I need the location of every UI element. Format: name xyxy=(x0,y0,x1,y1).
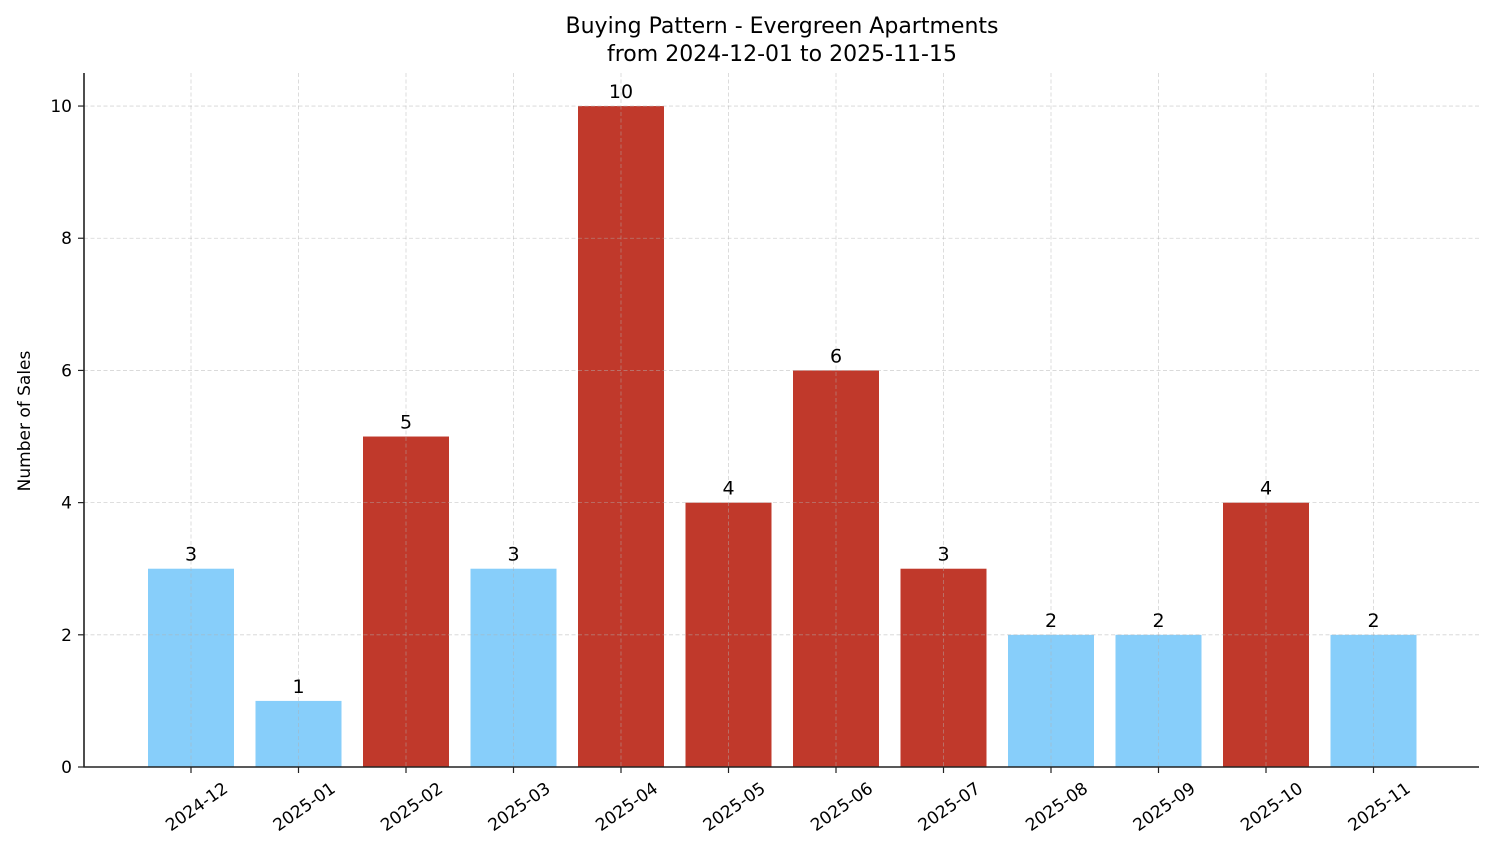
value-label: 4 xyxy=(722,478,734,500)
value-label: 3 xyxy=(507,544,519,566)
y-tick-label: 6 xyxy=(61,361,72,381)
x-tick-label: 2025-10 xyxy=(1237,779,1307,836)
y-axis-label: Number of Sales xyxy=(15,350,35,491)
x-tick-label: 2025-01 xyxy=(270,779,340,836)
x-tick-label: 2024-12 xyxy=(162,779,232,836)
chart-subtitle: from 2024-12-01 to 2025-11-15 xyxy=(607,42,957,67)
value-label: 3 xyxy=(937,544,949,566)
x-tick-label: 2025-04 xyxy=(592,779,662,836)
y-tick-label: 2 xyxy=(61,626,72,646)
x-axis: 2024-12 2025-01 2025-02 2025-03 2025-04 2025-… xyxy=(83,766,1479,836)
x-tick-label: 2025-08 xyxy=(1022,779,1092,836)
value-label: 4 xyxy=(1260,478,1272,500)
value-labels: 3 1 5 3 10 4 6 3 2 2 4 2 xyxy=(185,81,1380,698)
value-label: 1 xyxy=(292,676,304,698)
y-tick-label: 8 xyxy=(61,229,72,249)
y-tick-label: 4 xyxy=(61,494,72,514)
bars xyxy=(148,106,1417,768)
value-label: 6 xyxy=(830,345,842,367)
y-tick-label: 10 xyxy=(50,97,72,117)
value-label: 5 xyxy=(400,412,412,434)
x-tick-label: 2025-11 xyxy=(1345,779,1415,836)
value-label: 3 xyxy=(185,544,197,566)
value-label: 2 xyxy=(1045,610,1057,632)
x-tick-label: 2025-05 xyxy=(700,779,770,836)
x-tick-label: 2025-02 xyxy=(377,779,447,836)
x-tick-label: 2025-06 xyxy=(807,779,877,836)
x-tick-label: 2025-07 xyxy=(915,779,985,836)
grid-overlay xyxy=(84,73,1479,767)
y-tick-label: 0 xyxy=(61,758,72,778)
x-tick-label: 2025-03 xyxy=(485,779,555,836)
value-label: 2 xyxy=(1152,610,1164,632)
value-label: 2 xyxy=(1367,610,1379,632)
y-axis: 0 2 4 6 8 10 xyxy=(50,73,85,778)
chart-title: Buying Pattern - Evergreen Apartments xyxy=(566,14,999,39)
x-tick-label: 2025-09 xyxy=(1130,779,1200,836)
value-label: 10 xyxy=(609,81,633,103)
